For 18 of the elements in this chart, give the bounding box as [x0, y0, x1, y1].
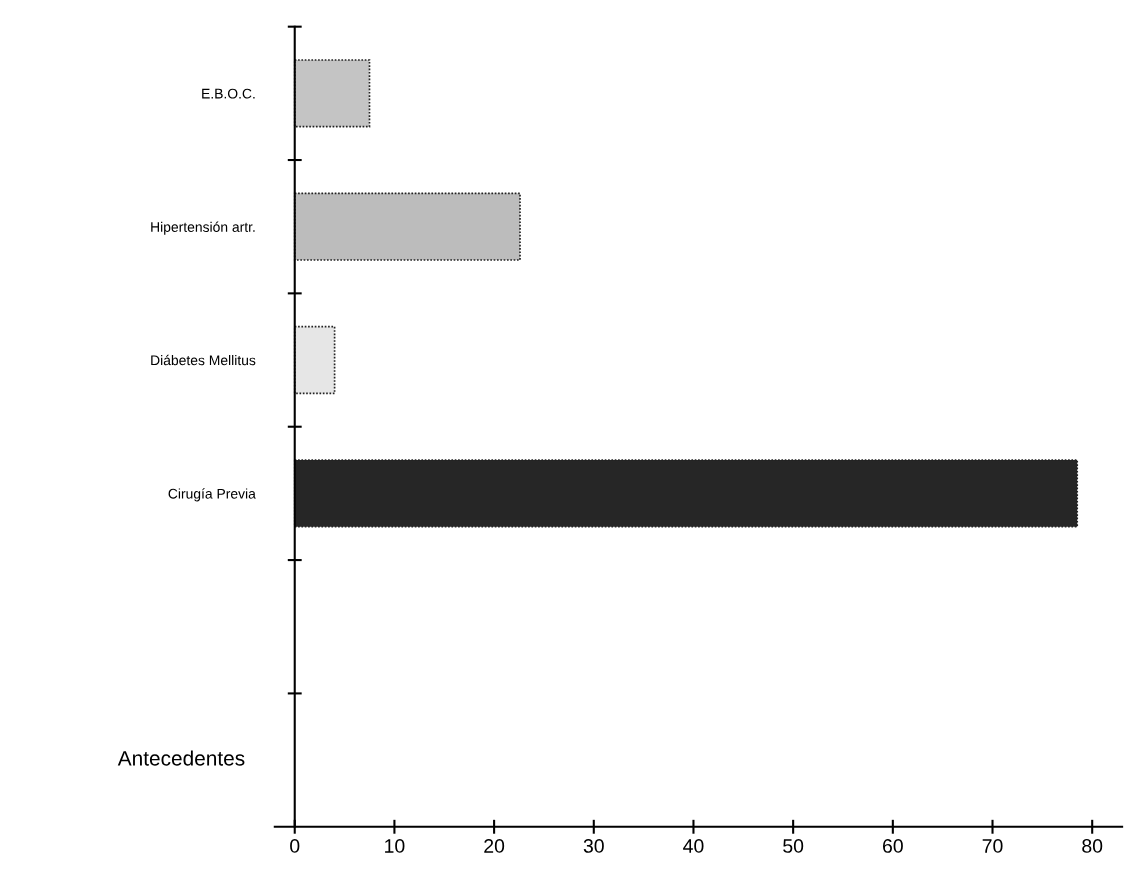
x-tick-label: 30	[583, 839, 604, 853]
bar	[293, 325, 336, 395]
bar	[293, 192, 521, 261]
x-tick-label: 20	[484, 839, 505, 853]
x-tick-label: 50	[783, 839, 804, 853]
x-tick-label: 0	[290, 839, 300, 853]
y-tick-label: Cirugía Previa	[168, 488, 256, 502]
bar	[293, 459, 1079, 528]
y-axis-title: Antecedentes	[117, 750, 245, 766]
x-tick-label: 70	[982, 839, 1003, 853]
y-tick-label: E.B.O.C.	[202, 88, 255, 99]
bar	[293, 59, 371, 128]
x-tick-label: 10	[385, 839, 405, 853]
y-tick-label: Hipertensión artr.	[151, 221, 255, 235]
y-tick-label: Diábetes Mellitus	[151, 354, 256, 366]
x-tick-label: 60	[883, 839, 903, 853]
x-tick-label: 40	[683, 839, 704, 853]
x-tick-label: 80	[1082, 839, 1103, 853]
